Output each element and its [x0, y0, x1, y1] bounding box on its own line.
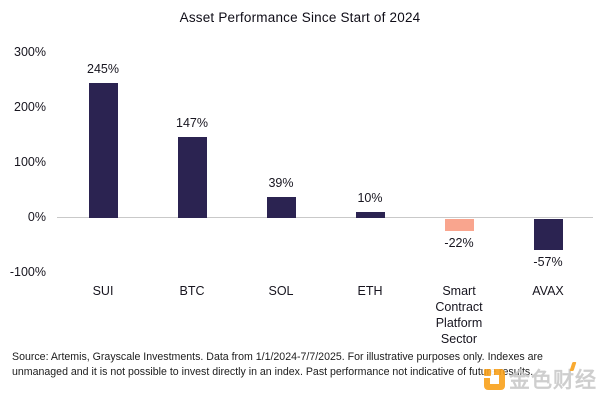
- x-axis-category-label: BTC: [179, 284, 205, 298]
- chart-title: Asset Performance Since Start of 2024: [179, 10, 421, 25]
- bar-eth: [355, 212, 385, 218]
- y-axis-tick-label: 0%: [27, 210, 46, 224]
- bar-value-label: -22%: [444, 236, 474, 250]
- bar-smart-contract-platform-sector: [444, 219, 474, 231]
- watermark-text: 金色财经: [509, 362, 597, 394]
- bar-sol: [266, 197, 296, 218]
- x-axis-category-label: Smart Contract Platform Sector: [435, 284, 483, 346]
- x-axis-category-label: SOL: [268, 284, 294, 298]
- bar-value-label: 10%: [357, 191, 383, 205]
- y-axis-tick-label: 300%: [14, 45, 46, 59]
- y-axis-tick-label: 200%: [14, 100, 46, 114]
- jinse-logo-icon: [484, 368, 505, 390]
- logo-ring: [484, 368, 505, 390]
- zero-baseline: [57, 217, 593, 218]
- bar-value-label: 39%: [268, 176, 294, 190]
- watermark-label: 金色财经: [509, 369, 597, 392]
- x-axis-category-label: ETH: [357, 284, 383, 298]
- x-axis-category-label: AVAX: [532, 284, 564, 298]
- bar-value-label: 147%: [176, 116, 208, 130]
- bar-sui: [88, 83, 118, 218]
- y-axis-tick-label: -100%: [9, 265, 46, 279]
- x-axis-category-label: SUI: [92, 284, 114, 298]
- y-axis-tick-label: 100%: [14, 155, 46, 169]
- bar-value-label: 245%: [87, 62, 119, 76]
- bar-avax: [533, 219, 563, 250]
- jinse-finance-watermark: 金色财经: [484, 362, 597, 394]
- logo-dot: [484, 368, 491, 376]
- disclaimer-line-1: Source: Artemis, Grayscale Investments. …: [12, 351, 485, 363]
- disclaimer-line-2: Indexes are unmanaged and it is not poss…: [12, 351, 543, 378]
- bar-value-label: -57%: [533, 255, 563, 269]
- bar-btc: [177, 137, 207, 218]
